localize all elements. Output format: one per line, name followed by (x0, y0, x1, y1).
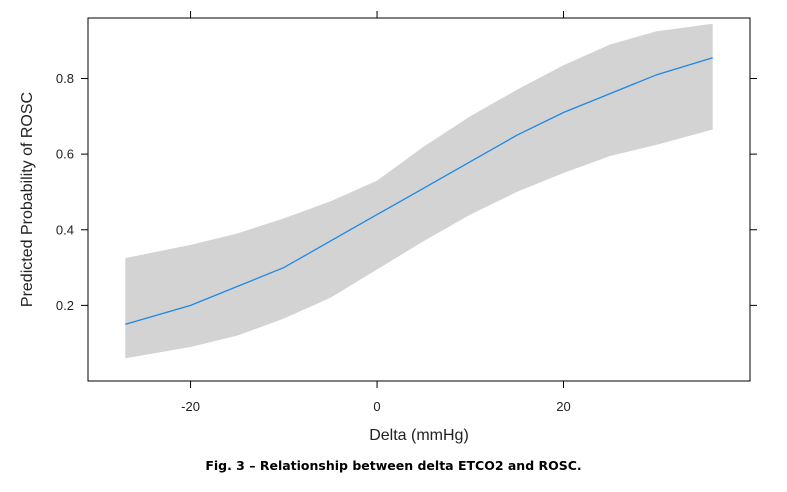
x-tick-label: 0 (373, 399, 380, 414)
chart: -20 0 20 0.2 0.4 0.6 0.8 Delta (mmHg) Predicte… (19, 11, 757, 444)
series-line (125, 57, 713, 325)
y-tick-label: 0.8 (56, 71, 74, 86)
figure-caption: Fig. 3 – Relationship between delta ETCO… (205, 458, 582, 473)
x-tick-label: -20 (181, 399, 200, 414)
x-tick-label: 20 (556, 399, 570, 414)
x-axis-title: Delta (mmHg) (369, 427, 469, 444)
plot-frame (87, 17, 751, 382)
y-axis-title: Predicted Probability of ROSC (19, 92, 36, 307)
tick-layer: -20 0 20 0.2 0.4 0.6 0.8 (56, 11, 757, 414)
series-line-layer (125, 57, 713, 325)
y-tick-label: 0.2 (56, 298, 74, 313)
y-tick-label: 0.6 (56, 147, 74, 162)
y-tick-label: 0.4 (56, 222, 74, 237)
